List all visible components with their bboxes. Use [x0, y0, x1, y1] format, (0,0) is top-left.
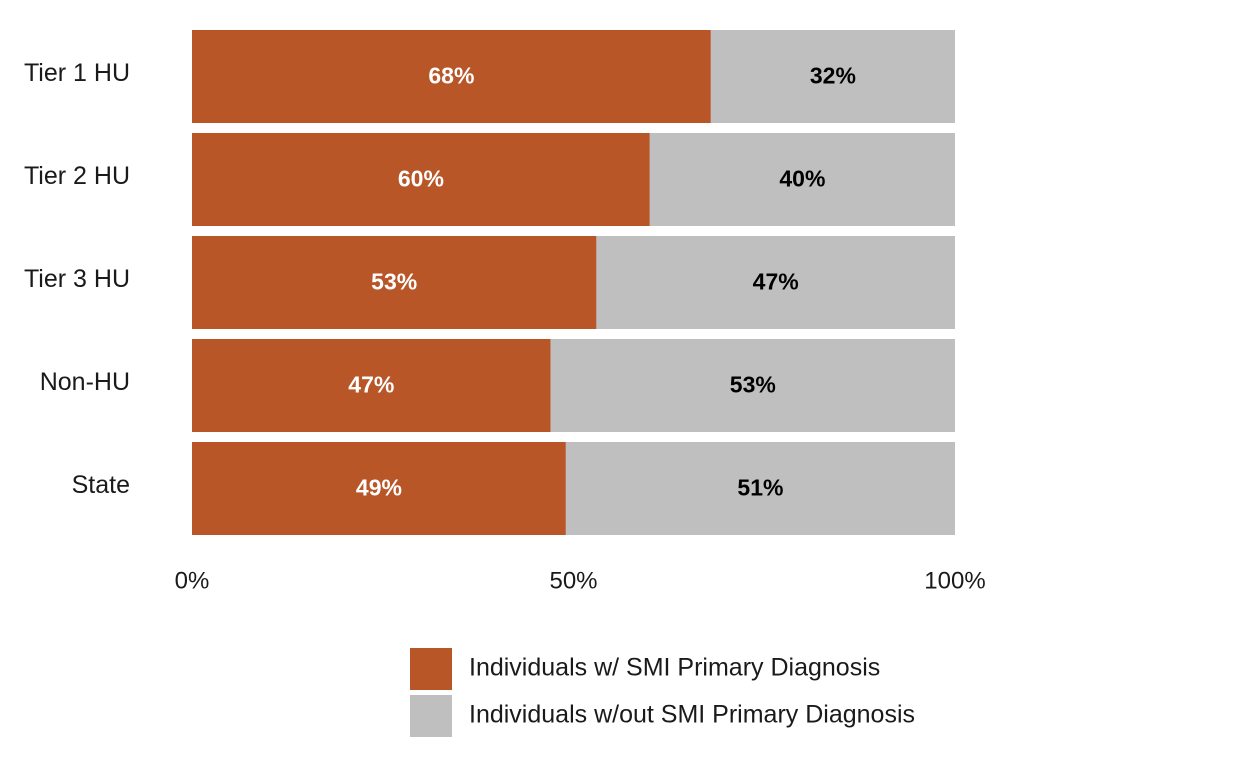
data-label-non-hu-series-2: 53%	[730, 372, 776, 398]
legend: Individuals w/ SMI Primary Diagnosis Indi…	[410, 648, 915, 737]
data-label-state-series-1: 49%	[356, 475, 402, 501]
data-label-non-hu-series-1: 47%	[348, 372, 394, 398]
category-label-state: State	[72, 471, 130, 499]
data-label-tier-2-hu-series-1: 60%	[398, 166, 444, 192]
bar-segment-tier-1-hu-series-1	[192, 30, 711, 123]
bar-segment-tier-2-hu-series-2	[649, 133, 955, 226]
data-label-tier-1-hu-series-1: 68%	[428, 63, 474, 89]
legend-swatch-series-1	[410, 648, 452, 690]
bar-segment-state-series-1	[192, 442, 566, 535]
category-label-tier-2-hu: Tier 2 HU	[24, 162, 130, 190]
data-label-tier-3-hu-series-2: 47%	[753, 269, 799, 295]
bar-segment-tier-2-hu-series-1	[192, 133, 650, 226]
bar-segment-non-hu-series-1	[192, 339, 551, 432]
legend-swatch-series-2	[410, 695, 452, 737]
category-label-tier-3-hu: Tier 3 HU	[24, 265, 130, 293]
x-tick-label-50: 50%	[549, 567, 597, 594]
data-label-tier-3-hu-series-1: 53%	[371, 269, 417, 295]
x-axis-ticks: 0% 50% 100%	[175, 567, 986, 594]
bar-segment-tier-1-hu-series-2	[710, 30, 955, 123]
x-tick-label-0: 0%	[175, 567, 210, 594]
x-tick-label-100: 100%	[924, 567, 985, 594]
bar-segment-state-series-2	[565, 442, 955, 535]
category-label-tier-1-hu: Tier 1 HU	[24, 59, 130, 87]
bar-segment-tier-3-hu-series-2	[596, 236, 955, 329]
data-label-tier-1-hu-series-2: 32%	[810, 63, 856, 89]
category-labels: Tier 1 HU Tier 2 HU Tier 3 HU Non-HU State	[24, 59, 130, 499]
bar-segment-non-hu-series-2	[550, 339, 955, 432]
bar-segment-tier-3-hu-series-1	[192, 236, 597, 329]
legend-label-series-2: Individuals w/out SMI Primary Diagnosis	[469, 701, 915, 729]
bars-layer: 68% 32% 60% 40% 53% 47% 47% 53% 49% 51%	[192, 30, 955, 535]
legend-label-series-1: Individuals w/ SMI Primary Diagnosis	[469, 654, 880, 682]
data-label-state-series-2: 51%	[737, 475, 783, 501]
category-label-non-hu: Non-HU	[40, 368, 130, 396]
data-label-tier-2-hu-series-2: 40%	[779, 166, 825, 192]
